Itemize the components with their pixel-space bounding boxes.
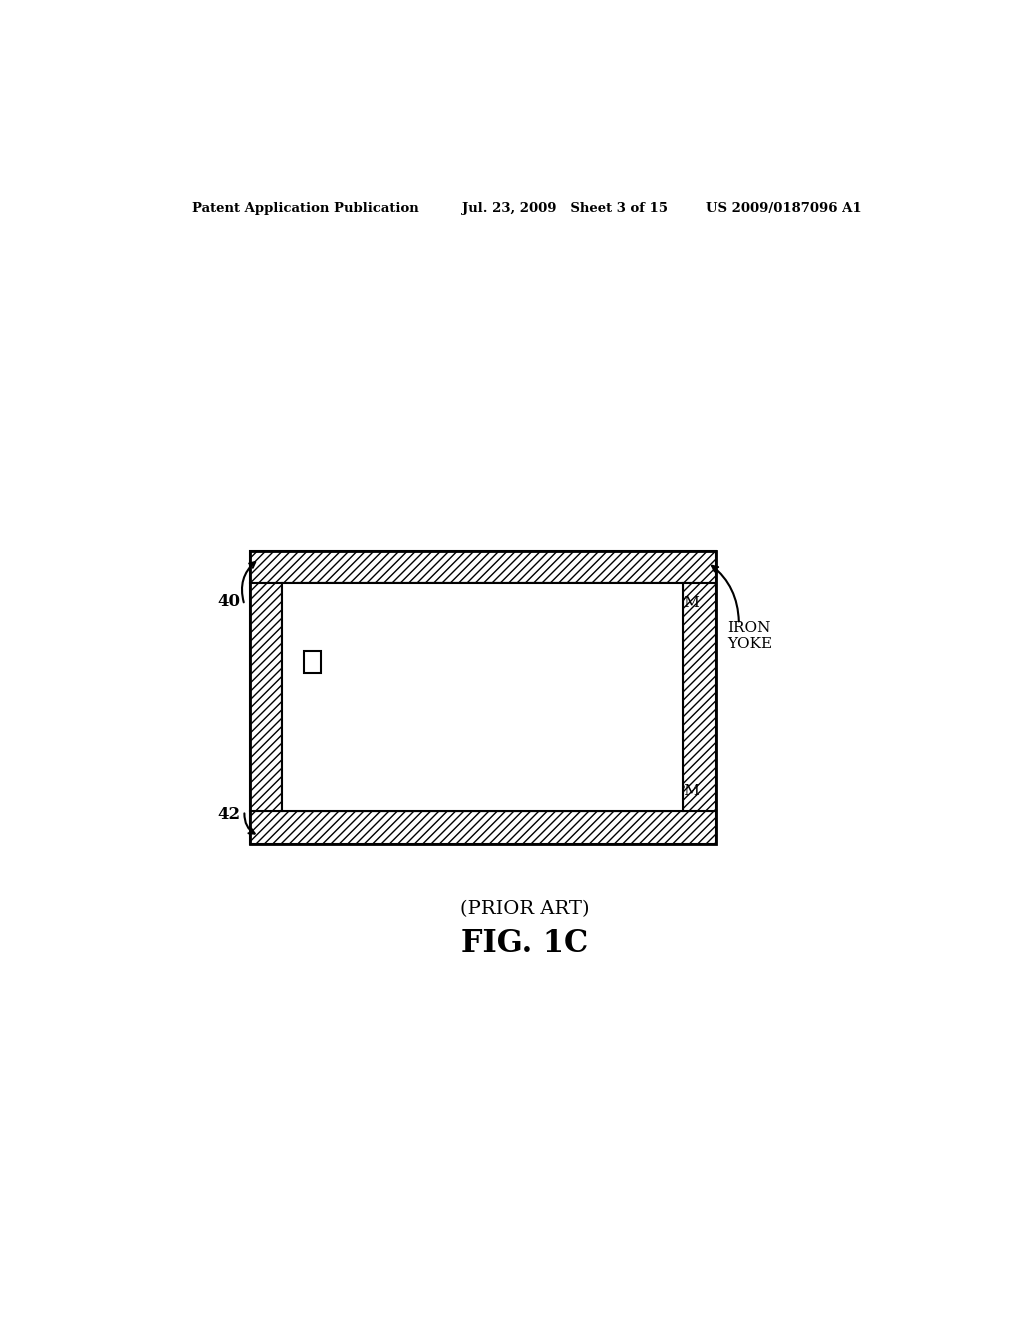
Bar bbox=[298, 583, 668, 623]
Bar bbox=[651, 722, 668, 743]
Bar bbox=[683, 583, 716, 812]
Text: Jul. 23, 2009   Sheet 3 of 15: Jul. 23, 2009 Sheet 3 of 15 bbox=[462, 202, 668, 215]
Bar bbox=[250, 552, 716, 843]
Bar bbox=[304, 743, 668, 755]
Bar bbox=[651, 640, 668, 673]
Bar bbox=[250, 552, 716, 583]
Bar bbox=[283, 583, 683, 812]
Text: 42: 42 bbox=[217, 807, 241, 822]
Text: 40: 40 bbox=[218, 593, 241, 610]
Text: 36: 36 bbox=[400, 684, 420, 698]
Bar bbox=[321, 701, 651, 713]
Text: GRADIENT COILS: GRADIENT COILS bbox=[473, 725, 616, 738]
Bar bbox=[250, 583, 283, 812]
Bar bbox=[304, 722, 321, 743]
Text: POLE
TIPS: POLE TIPS bbox=[289, 710, 333, 741]
Bar bbox=[304, 640, 321, 673]
Bar bbox=[304, 651, 321, 673]
Text: US 2009/0187096 A1: US 2009/0187096 A1 bbox=[707, 202, 862, 215]
Bar bbox=[321, 682, 651, 694]
Bar bbox=[298, 623, 668, 639]
Text: FIG. 1C: FIG. 1C bbox=[461, 928, 589, 960]
Bar bbox=[250, 812, 716, 843]
Bar bbox=[304, 640, 668, 651]
Text: PM: PM bbox=[674, 784, 700, 799]
Text: IRON
YOKE: IRON YOKE bbox=[727, 620, 772, 651]
Text: Patent Application Publication: Patent Application Publication bbox=[193, 202, 419, 215]
Text: 38: 38 bbox=[377, 733, 396, 746]
Text: (PRIOR ART): (PRIOR ART) bbox=[460, 900, 590, 919]
Text: PM: PM bbox=[674, 597, 700, 610]
Bar bbox=[298, 756, 668, 771]
Bar bbox=[298, 771, 668, 812]
Bar bbox=[651, 682, 658, 713]
